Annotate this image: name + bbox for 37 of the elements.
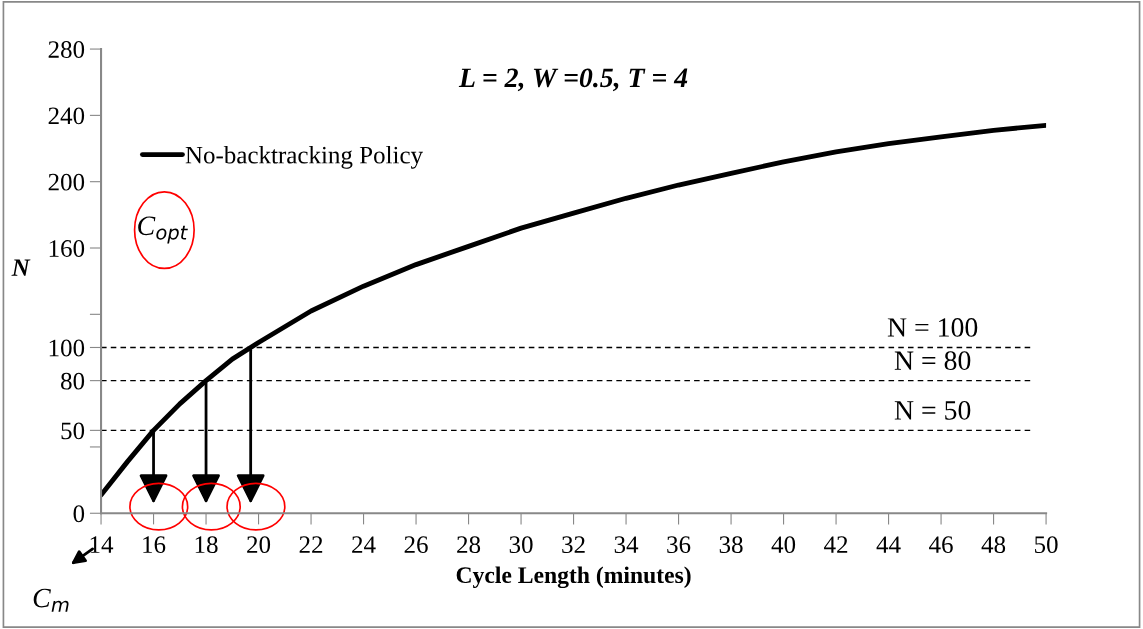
x-tick-label: 50 <box>1035 536 1058 554</box>
y-tick-label: 200 <box>48 173 85 191</box>
x-tick-label: 48 <box>981 536 1006 554</box>
x-tick-label: 28 <box>457 536 481 554</box>
x-tick-label: 30 <box>509 536 533 554</box>
x-tick-label: 42 <box>824 536 848 553</box>
x-tick-label: 16 <box>143 536 166 554</box>
x-axis-title: Cycle Length (minutes) <box>456 566 691 589</box>
x-tick-label: 20 <box>247 536 271 554</box>
ref-line-label: N = 100 <box>887 318 978 337</box>
line-series <box>101 122 1047 498</box>
x-tick-label: 14 <box>90 536 114 553</box>
y-tick-label: 0 <box>73 505 85 523</box>
x-tick-label: 44 <box>876 536 901 553</box>
annotation: C$_{opt}$ <box>138 216 188 244</box>
ref-line-label: N = 50 <box>894 401 971 420</box>
ref-line-label: N = 80 <box>894 351 971 371</box>
y-tick-label: 240 <box>48 107 85 125</box>
text: L = 2, W =0.5, T = 4 <box>458 68 688 92</box>
x-tick-label: 22 <box>299 536 323 553</box>
y-axis-title: N <box>11 259 31 276</box>
x-tick-label: 34 <box>614 536 639 554</box>
x-tick-label: 18 <box>195 536 218 554</box>
x-tick-label: 36 <box>667 536 691 554</box>
legend-label: No-backtracking Policy <box>185 145 423 169</box>
y-tick-label: 280 <box>48 41 85 58</box>
x-tick-label: 46 <box>929 536 953 554</box>
x-tick-label: 40 <box>771 536 796 554</box>
text: C$_{m}$ <box>33 588 69 612</box>
x-tick-label: 24 <box>352 536 376 553</box>
y-tick-label: 50 <box>61 422 85 440</box>
y-tick-label: 160 <box>49 240 85 257</box>
y-tick-label: 100 <box>49 339 85 357</box>
x-tick-label: 38 <box>719 536 743 554</box>
x-tick-label: 32 <box>562 536 585 554</box>
x-tick-label: 26 <box>404 536 428 554</box>
y-tick-label: 80 <box>61 372 85 390</box>
